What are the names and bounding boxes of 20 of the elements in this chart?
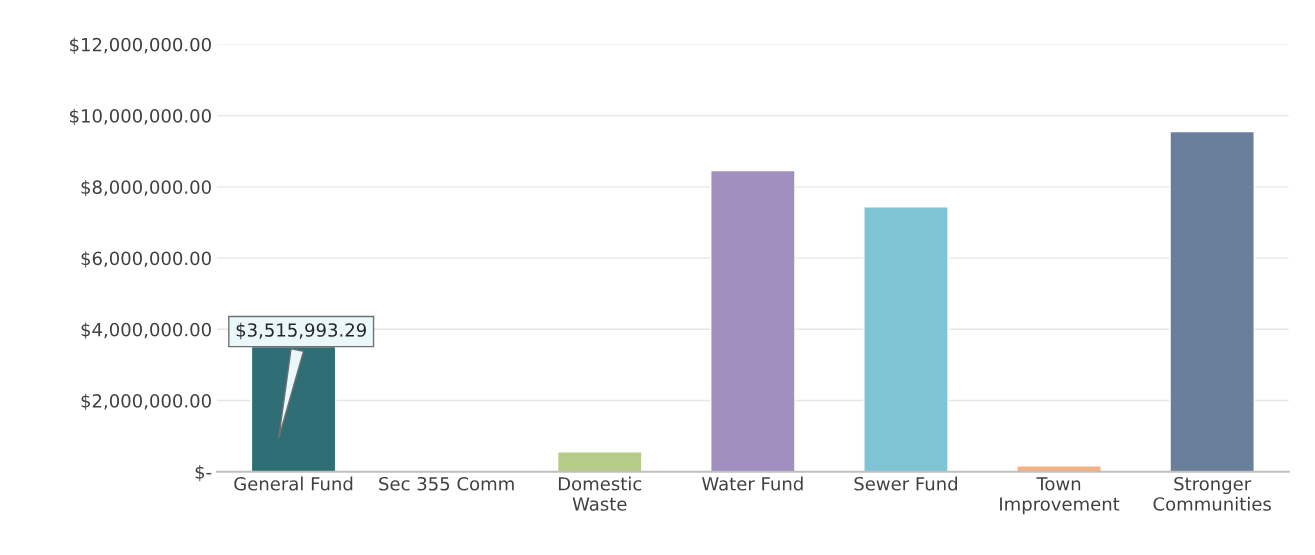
bar	[1016, 465, 1102, 472]
y-tick-label: $4,000,000.00	[81, 322, 211, 339]
bar	[710, 169, 796, 472]
data-label: $3,515,993.29	[236, 322, 366, 340]
x-tick-label: Domestic Waste	[558, 476, 642, 511]
y-tick-label: $12,000,000.00	[70, 37, 211, 54]
x-tick-label: Town Improvement	[1000, 477, 1120, 515]
x-tick-label: Water Fund	[702, 476, 803, 491]
x-tick-label: Sewer Fund	[854, 476, 957, 491]
bar	[863, 206, 949, 472]
bar	[556, 451, 643, 472]
y-tick-label: $-	[195, 464, 212, 482]
y-tick-label: $10,000,000.00	[70, 108, 211, 126]
y-tick-label: $6,000,000.00	[81, 251, 211, 268]
x-tick-label: General Fund	[234, 476, 353, 491]
y-tick-label: $2,000,000.00	[81, 393, 211, 411]
y-tick-label: $8,000,000.00	[81, 179, 211, 197]
bar	[1169, 130, 1255, 472]
x-tick-label: Stronger Communities	[1153, 476, 1271, 511]
x-tick-label: Sec 355 Comm	[379, 476, 514, 491]
